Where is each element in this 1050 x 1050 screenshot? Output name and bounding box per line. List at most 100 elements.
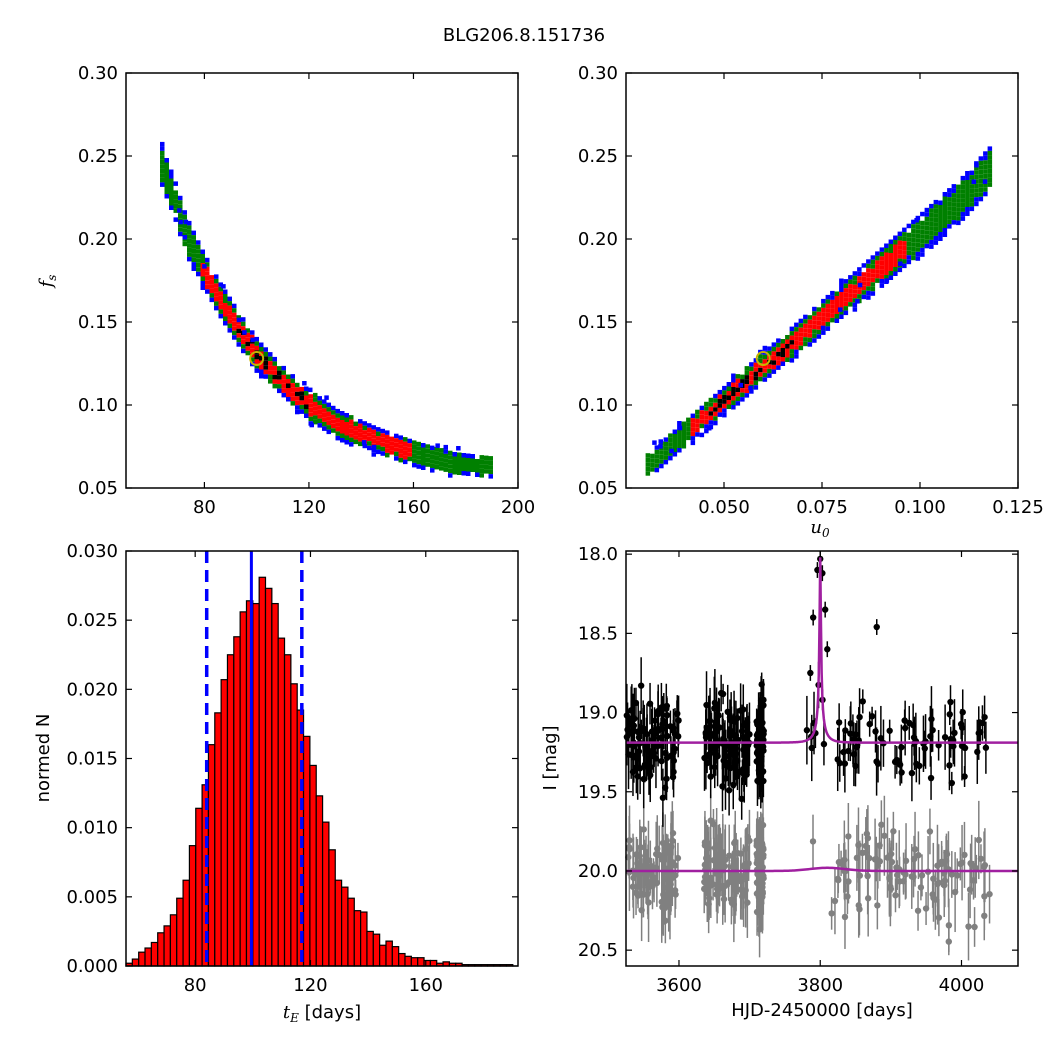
density-cell: [403, 446, 408, 451]
density-cell: [340, 424, 345, 429]
density-outlier: [202, 264, 207, 269]
density-cell: [857, 276, 862, 281]
density-cell: [461, 453, 466, 458]
residual-point: [654, 845, 661, 852]
density-cell: [798, 327, 804, 333]
data-point: [673, 710, 681, 718]
y-tick-label: 0.000: [66, 956, 118, 977]
density-cell: [951, 193, 957, 198]
data-point: [658, 757, 665, 765]
density-cell: [259, 356, 264, 361]
density-cell: [178, 204, 183, 210]
density-cell: [969, 184, 975, 189]
density-cell: [668, 442, 673, 447]
density-cell: [169, 183, 174, 188]
density-cell: [947, 188, 952, 193]
residual-point: [917, 884, 925, 891]
density-cell: [978, 183, 984, 188]
residual-point: [742, 846, 749, 853]
density-cell: [322, 403, 327, 409]
density-cell: [681, 430, 687, 435]
density-cell: [987, 150, 993, 156]
density-cell: [744, 388, 750, 394]
density-cell: [403, 455, 408, 460]
density-cell: [870, 286, 876, 292]
density-cell: [821, 316, 826, 322]
density-cell: [475, 472, 480, 477]
density-cell: [672, 452, 678, 457]
data-point: [901, 724, 909, 732]
density-cell: [843, 279, 849, 284]
data-point: [803, 727, 811, 734]
density-cell: [906, 250, 912, 256]
density-cell: [767, 364, 772, 369]
density-cell: [740, 397, 745, 402]
density-cell: [200, 249, 205, 254]
density-cell: [227, 305, 232, 311]
density-cell: [722, 385, 727, 391]
histogram-bar: [315, 795, 324, 967]
density-cell: [695, 414, 700, 419]
density-cell: [915, 220, 921, 225]
density-cell: [812, 333, 817, 339]
data-point: [723, 759, 730, 767]
te-histogram-bars: [125, 551, 514, 967]
density-outlier: [456, 446, 461, 451]
density-cell: [461, 471, 466, 476]
density-cell: [160, 150, 165, 156]
density-cell: [704, 415, 709, 420]
data-point: [712, 750, 719, 757]
density-cell: [200, 276, 205, 281]
density-cell: [951, 215, 957, 221]
y-tick-label: 0.15: [578, 312, 618, 333]
density-cell: [812, 306, 817, 312]
density-cell: [951, 184, 957, 189]
histogram-bar: [233, 636, 241, 967]
density-cell: [987, 168, 993, 174]
density-cell: [924, 234, 930, 240]
density-cell: [744, 384, 750, 389]
residual-point: [841, 913, 849, 921]
density-cell: [281, 365, 286, 371]
y-tick-label: 0.20: [578, 229, 618, 250]
residual-point: [900, 878, 907, 885]
density-cell: [960, 202, 966, 208]
density-cell: [196, 271, 201, 277]
density-cell: [758, 358, 763, 364]
density-cell: [254, 341, 259, 346]
density-cell: [223, 303, 228, 308]
density-cell: [789, 358, 795, 363]
data-point: [807, 669, 814, 677]
density-cell: [749, 362, 754, 367]
density-cell: [771, 355, 777, 361]
x-tick-label: 4000: [939, 975, 985, 996]
data-point: [646, 700, 654, 707]
density-cell: [236, 337, 241, 343]
density-cell: [902, 241, 907, 246]
residual-point: [971, 923, 978, 931]
density-cell: [299, 391, 304, 396]
density-cell: [821, 298, 826, 304]
density-cell: [187, 252, 192, 257]
density-cell: [389, 445, 394, 451]
residual-model-line: [626, 866, 1018, 873]
density-cell: [830, 295, 835, 300]
density-cell: [457, 470, 462, 475]
density-cell: [731, 378, 736, 383]
density-cell: [825, 312, 831, 318]
density-cell: [965, 193, 970, 198]
density-cell: [398, 435, 403, 440]
density-cell: [461, 457, 466, 462]
density-cell: [866, 295, 871, 300]
density-cell: [960, 207, 966, 212]
density-cell: [803, 319, 808, 324]
density-cell: [906, 223, 912, 229]
density-cell: [803, 337, 808, 342]
density-cell: [371, 438, 376, 444]
density-cell: [888, 266, 894, 271]
density-cell: [717, 407, 723, 413]
x-tick-label: 80: [184, 975, 207, 996]
density-cell: [938, 214, 943, 219]
histogram-bar: [334, 879, 343, 967]
